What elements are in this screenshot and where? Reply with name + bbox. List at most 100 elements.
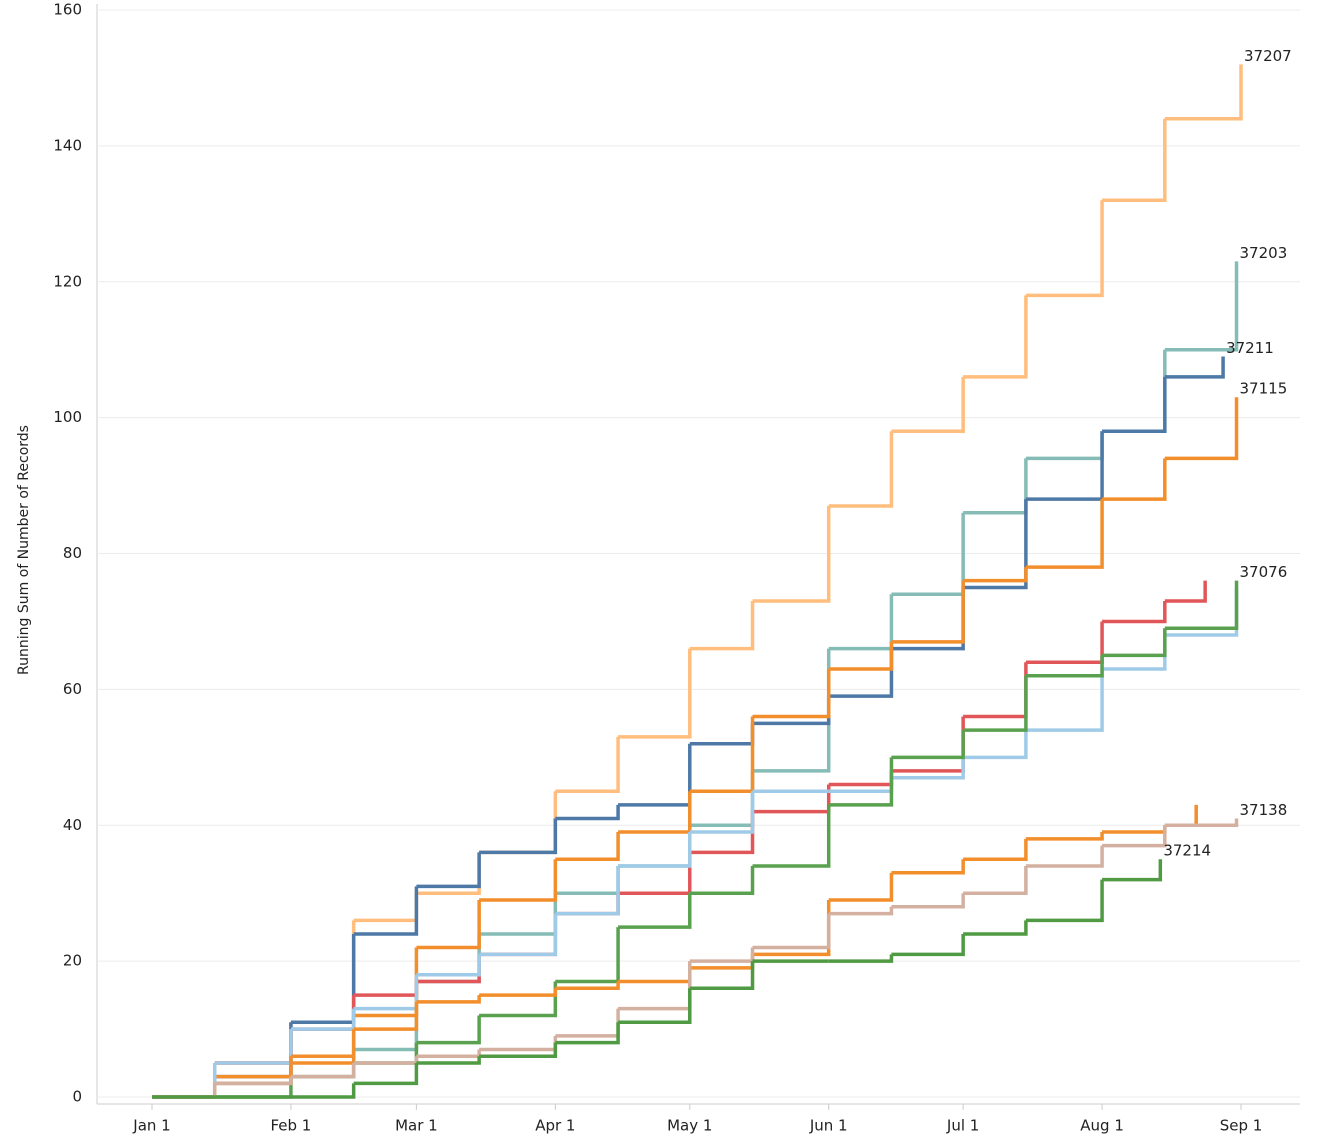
step-segment [1025,879,1104,923]
step-segment [555,736,620,794]
step-segment [479,913,558,957]
step-segment [828,954,894,963]
step-segment [214,1056,293,1086]
step-segment [353,893,419,923]
step-segment [555,1022,620,1045]
step-segment [618,893,692,929]
x-tick-label: Jan 1 [132,1117,170,1135]
x-tick-label: Apr 1 [535,1117,575,1135]
y-tick-label: 80 [63,544,82,562]
step-segment [689,723,755,746]
step-segment [479,791,558,855]
step-segment [1164,261,1239,352]
series-label: 37076 [1240,563,1288,581]
step-segment [963,458,1028,515]
step-segment [618,961,692,1011]
step-segment [479,1035,558,1052]
step-segment [963,295,1028,379]
x-tick-label: Aug 1 [1080,1117,1124,1135]
step-segment [1025,621,1104,664]
step-segment [828,770,894,787]
step-segment [555,832,620,861]
step-segment [828,594,894,651]
step-segment [555,804,620,821]
step-segment [752,913,831,950]
step-segment [618,791,692,834]
step-segment [891,587,965,651]
y-tick-label: 20 [63,952,82,970]
step-segment [1102,601,1167,624]
y-tick-label: 60 [63,680,82,698]
step-segment [963,866,1028,895]
step-segment [416,1056,481,1065]
step-segment [752,804,831,868]
step-segment [1164,64,1243,121]
step-segment [618,832,692,868]
step-segment [963,499,1028,590]
plot: 37207 37203 37211 37115 37076 37138 37214 [152,47,1292,1099]
series [152,804,1198,1099]
step-segment [152,1076,217,1099]
step-segment [963,675,1028,732]
step-segment [353,1056,419,1065]
step-segment [353,886,419,936]
step-segment [963,567,1028,583]
step-segment [416,995,481,1004]
step-segment [1025,431,1104,461]
step-segment [891,580,965,644]
step-segment [1102,118,1167,202]
x-tick-label: Mar 1 [395,1117,438,1135]
step-segment [555,927,620,984]
step-segment [555,893,620,916]
step-segment [1164,804,1198,827]
step-segment [1025,499,1104,569]
step-segment [891,716,965,773]
step-segment [290,1063,356,1079]
y-axis-label: Running Sum of Number of Records [16,425,32,675]
step-segment [353,1001,419,1031]
series-label: 37203 [1240,244,1288,262]
series [152,261,1239,1099]
step-segment [689,961,755,991]
step-segment [353,1063,419,1086]
step-segment [752,505,831,603]
step-segment [214,1029,293,1065]
step-segment [353,981,419,997]
step-segment [479,988,558,997]
step-segment [479,1042,558,1058]
step-segment [1025,655,1104,678]
step-segment [828,872,894,902]
step-segment [891,859,965,875]
step-segment [214,1056,293,1086]
step-segment [891,893,965,909]
step-segment [1164,818,1239,827]
step-segment [891,730,965,760]
series-label: 37138 [1240,801,1288,819]
step-segment [828,757,894,807]
step-segment [353,947,419,1018]
step-segment [618,988,692,1025]
step-segment [752,648,831,773]
step-segment [618,743,692,807]
step-segment [618,852,692,895]
step-segment [1025,832,1104,841]
step-segment [1025,845,1104,868]
step-segment [618,648,692,739]
step-segment [752,696,831,726]
series-label: 37207 [1244,47,1292,65]
step-segment [1025,200,1104,298]
step-segment [416,1015,481,1045]
step-segment [416,954,481,977]
step-segment [891,933,965,957]
step-segment [1164,356,1225,379]
step-segment [689,791,755,834]
series [152,356,1225,1099]
step-segment [290,920,356,1025]
step-segment [689,716,755,794]
step-segment [555,866,620,895]
step-segment [555,1008,620,1038]
x-tick-label: May 1 [667,1117,712,1135]
step-segment [891,757,965,780]
step-segment [963,730,1028,760]
step-segment [555,981,620,991]
